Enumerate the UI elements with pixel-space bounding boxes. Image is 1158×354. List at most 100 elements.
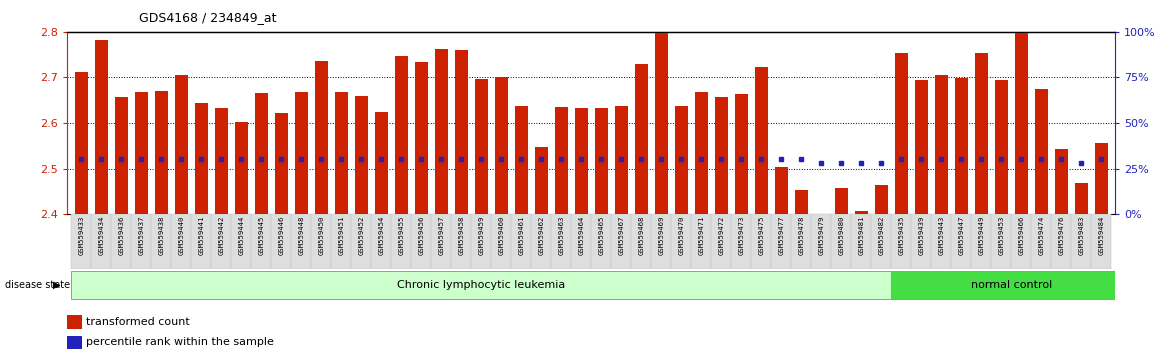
Bar (391, 214, 411, 269)
Bar (794, 190, 807, 214)
Bar (675, 106, 688, 214)
Bar (95, 40, 108, 214)
Bar (595, 108, 608, 214)
Bar (915, 80, 928, 214)
Bar (911, 214, 931, 269)
Bar (555, 107, 567, 214)
Bar (991, 214, 1011, 269)
Text: GSM559454: GSM559454 (379, 216, 384, 255)
Bar (74, 72, 88, 214)
Bar (791, 214, 811, 269)
Bar (615, 106, 628, 214)
Text: percentile rank within the sample: percentile rank within the sample (86, 337, 273, 348)
Bar (214, 108, 228, 214)
Bar (931, 214, 951, 269)
Bar (631, 214, 651, 269)
Bar (255, 93, 267, 214)
Text: GSM559479: GSM559479 (819, 216, 824, 255)
Text: GSM559475: GSM559475 (758, 216, 764, 255)
Text: GSM559456: GSM559456 (418, 216, 424, 255)
Text: GSM559433: GSM559433 (78, 216, 85, 255)
Bar (155, 91, 168, 214)
Bar (67, 336, 81, 349)
Bar (1034, 89, 1048, 214)
Bar (294, 92, 308, 214)
Text: GSM559481: GSM559481 (858, 216, 864, 255)
Bar (874, 185, 888, 214)
Bar (851, 214, 871, 269)
Bar (855, 211, 867, 214)
Text: GSM559455: GSM559455 (398, 216, 404, 255)
Bar (494, 76, 507, 214)
Bar (1055, 149, 1068, 214)
Bar (571, 214, 591, 269)
Bar (731, 214, 752, 269)
Text: transformed count: transformed count (86, 317, 190, 327)
Bar (532, 214, 551, 269)
Bar (67, 315, 81, 329)
Text: GSM559462: GSM559462 (538, 216, 544, 255)
Bar (635, 64, 647, 214)
Bar (835, 188, 848, 214)
Text: GSM559472: GSM559472 (718, 216, 724, 255)
Bar (771, 214, 791, 269)
Bar (591, 214, 611, 269)
Bar (871, 214, 892, 269)
Bar (211, 214, 232, 269)
Text: GSM559450: GSM559450 (318, 216, 324, 255)
Bar (1051, 214, 1071, 269)
Bar (511, 214, 532, 269)
Text: GSM559483: GSM559483 (1078, 216, 1084, 255)
Bar (811, 214, 831, 269)
Bar (415, 62, 427, 214)
Bar (895, 53, 908, 214)
Text: GSM559445: GSM559445 (258, 216, 264, 255)
Bar (514, 106, 528, 214)
Bar (714, 97, 727, 214)
Text: GSM559469: GSM559469 (658, 216, 665, 255)
Bar (995, 80, 1007, 214)
Text: GSM559442: GSM559442 (218, 216, 225, 255)
Bar (1075, 183, 1087, 214)
Text: GSM559449: GSM559449 (979, 216, 984, 255)
Bar (111, 214, 131, 269)
Bar (471, 214, 491, 269)
Bar (611, 214, 631, 269)
Text: GSM559436: GSM559436 (118, 216, 124, 255)
Bar (551, 214, 571, 269)
Bar (131, 214, 152, 269)
Bar (975, 53, 988, 214)
Text: GSM559438: GSM559438 (159, 216, 164, 255)
Text: GSM559446: GSM559446 (278, 216, 284, 255)
Bar (455, 50, 468, 214)
Text: Chronic lymphocytic leukemia: Chronic lymphocytic leukemia (397, 280, 565, 290)
Bar (1014, 0, 1027, 214)
Bar (972, 214, 991, 269)
Bar (831, 214, 851, 269)
Bar (755, 67, 768, 214)
Bar (935, 75, 947, 214)
Bar (434, 49, 448, 214)
Text: GSM559477: GSM559477 (778, 216, 784, 255)
Bar (711, 214, 731, 269)
Text: GSM559476: GSM559476 (1058, 216, 1064, 255)
Text: GSM559460: GSM559460 (498, 216, 504, 255)
Bar (734, 94, 748, 214)
Bar (312, 214, 331, 269)
Text: GSM559465: GSM559465 (599, 216, 604, 255)
Text: GSM559461: GSM559461 (518, 216, 525, 255)
Bar (251, 214, 271, 269)
Text: GSM559467: GSM559467 (618, 216, 624, 255)
Text: disease state: disease state (5, 280, 69, 290)
Text: GSM559457: GSM559457 (438, 216, 445, 255)
Text: GDS4168 / 234849_at: GDS4168 / 234849_at (139, 11, 277, 24)
Bar (954, 78, 968, 214)
Bar (395, 56, 408, 214)
Bar (71, 214, 91, 269)
Bar (191, 214, 211, 269)
Bar (175, 75, 188, 214)
Text: GSM559434: GSM559434 (98, 216, 104, 255)
Bar (411, 214, 431, 269)
Bar (1071, 214, 1091, 269)
Text: GSM559480: GSM559480 (838, 216, 844, 255)
